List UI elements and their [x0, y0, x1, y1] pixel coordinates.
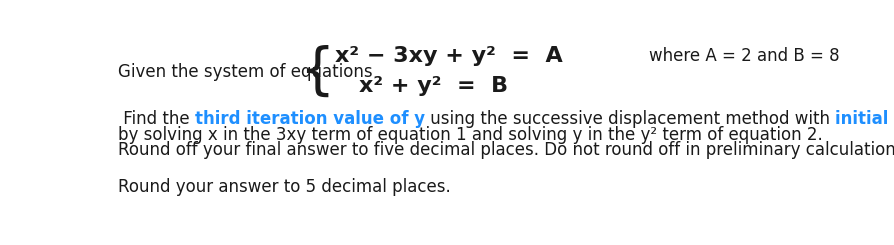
Text: x² − 3xy + y²  =  A: x² − 3xy + y² = A — [334, 46, 562, 66]
Text: by solving x in the 3xy term of equation 1 and solving y in the y² term of equat: by solving x in the 3xy term of equation… — [118, 126, 822, 144]
Text: where A = 2 and B = 8: where A = 2 and B = 8 — [648, 47, 839, 65]
Text: initial guess of (0, 2): initial guess of (0, 2) — [834, 110, 894, 128]
Text: third iteration value of y: third iteration value of y — [195, 110, 425, 128]
Text: using the successive displacement method with: using the successive displacement method… — [425, 110, 834, 128]
Text: Round your answer to 5 decimal places.: Round your answer to 5 decimal places. — [118, 178, 451, 196]
Text: Given the system of equations: Given the system of equations — [118, 63, 372, 81]
Text: Find the: Find the — [118, 110, 195, 128]
Text: x² + y²  =  B: x² + y² = B — [358, 76, 508, 96]
Text: Round off your final answer to five decimal places. Do not round off in prelimin: Round off your final answer to five deci… — [118, 141, 894, 159]
Text: {: { — [299, 45, 334, 99]
